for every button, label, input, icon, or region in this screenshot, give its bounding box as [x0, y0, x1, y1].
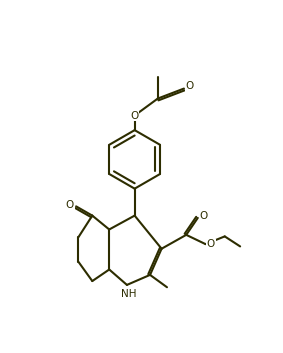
Text: O: O — [66, 200, 74, 210]
Text: O: O — [130, 110, 139, 120]
Text: O: O — [199, 211, 207, 221]
Text: NH: NH — [121, 289, 136, 299]
Text: O: O — [207, 239, 215, 249]
Text: O: O — [185, 81, 194, 91]
